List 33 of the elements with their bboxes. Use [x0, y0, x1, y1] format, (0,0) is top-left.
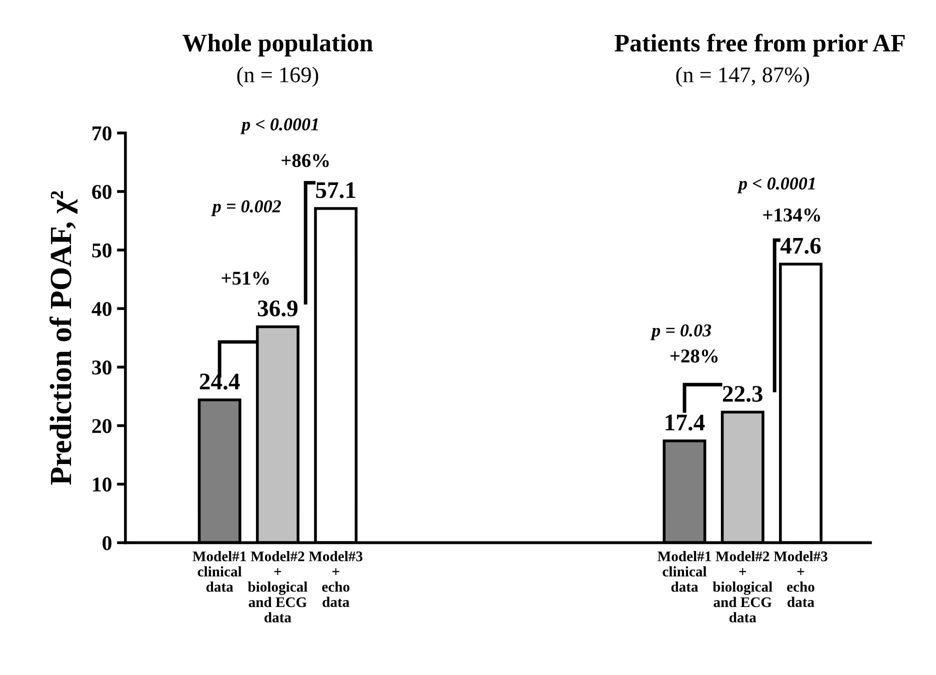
y-tick-label: 40 — [92, 302, 112, 316]
data-label: 24.4 — [200, 374, 240, 390]
x-tick-label: Model#1 clinical data — [192, 551, 246, 592]
annotation: +134% — [763, 208, 820, 222]
data-label: 22.3 — [722, 386, 762, 402]
text: (n = 169) — [237, 66, 318, 87]
y-tick-label: 70 — [92, 126, 112, 140]
y-tick-label: 20 — [92, 419, 112, 434]
y-tick-label: 50 — [92, 243, 112, 258]
text: (n = 147, 87%) — [676, 66, 810, 87]
x-tick-label: Model#1 clinical data — [658, 551, 711, 592]
y-tick-label: 0 — [102, 536, 112, 550]
x-tick-label: Model#3 + echo data — [308, 551, 362, 608]
annotation: p < 0.0001 — [737, 177, 815, 194]
data-label: 47.6 — [780, 238, 821, 254]
annotation: +28% — [670, 349, 718, 363]
text: Whole population — [182, 34, 373, 57]
annotation: p = 0.002 — [211, 200, 281, 216]
x-tick-label: Model#2 + biological and ECG data — [248, 551, 308, 622]
x-tick-label: Model#2 + biological and ECG data — [712, 551, 772, 622]
y-tick-label: 60 — [92, 184, 112, 199]
annotation: p < 0.0001 — [240, 118, 318, 134]
text: Patients free from prior AF — [614, 34, 905, 57]
annotation: +51% — [222, 272, 269, 285]
data-label: 57.1 — [316, 182, 356, 198]
y-axis-title: Prediction of POAF, χ² — [49, 191, 78, 485]
y-tick-label: 30 — [92, 360, 112, 375]
x-tick-label: Model#3 + echo data — [774, 551, 828, 608]
data-label: 17.4 — [666, 414, 705, 431]
data-label: 36.9 — [258, 300, 298, 316]
y-tick-label: 10 — [93, 478, 112, 492]
annotation: +86% — [282, 154, 329, 168]
annotation: p = 0.03 — [650, 324, 712, 340]
